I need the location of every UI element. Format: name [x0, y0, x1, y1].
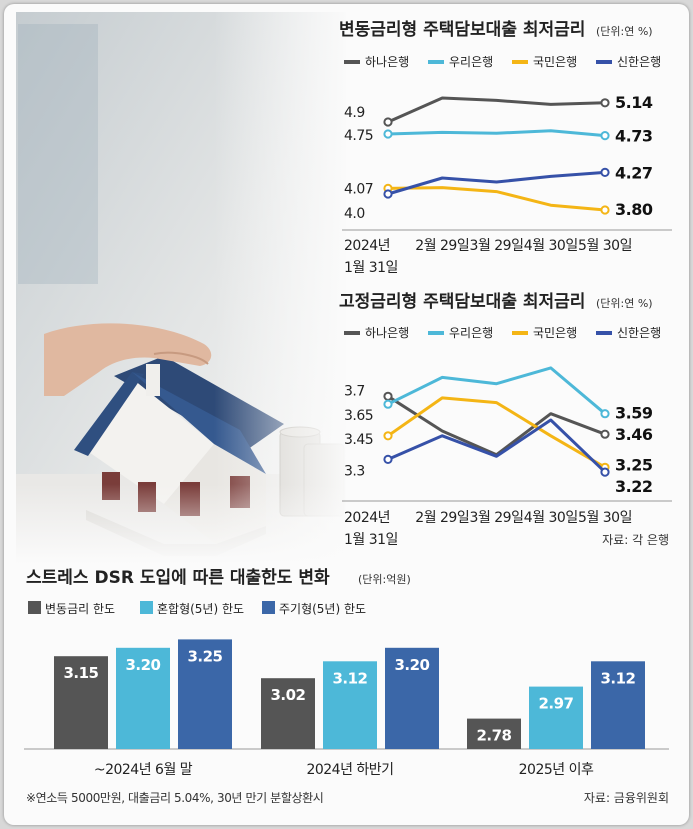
bar	[591, 661, 645, 749]
x-tick-label: 2024년	[344, 510, 390, 526]
series-point	[600, 131, 610, 141]
end-value-label: 5.14	[615, 93, 653, 112]
series-line	[387, 170, 606, 196]
legend-swatch	[140, 601, 153, 614]
bar-value-label: 3.20	[125, 656, 160, 674]
legend-label: 신한은행	[617, 325, 661, 340]
end-value-label: 3.59	[615, 404, 653, 423]
series-point	[383, 431, 393, 441]
series-point	[600, 205, 610, 215]
legend-label: 혼합형(5년) 한도	[157, 602, 244, 616]
source-note: 자료: 금융위원회	[584, 791, 669, 805]
bar	[467, 718, 521, 749]
bar	[261, 678, 315, 749]
bar	[54, 656, 108, 749]
legend-label: 국민은행	[533, 325, 577, 340]
series-point	[383, 399, 393, 409]
legend-label: 하나은행	[365, 54, 409, 69]
legend-label: 우리은행	[449, 54, 493, 69]
fixed-rate-chart: 고정금리형 주택담보대출 최저금리 (단위:연 %) 하나은행 우리은행 국민은행 신한은…	[339, 291, 672, 548]
start-value-label: 4.9	[344, 105, 365, 121]
series-line	[387, 396, 606, 469]
chart-unit: (단위:억원)	[358, 573, 411, 586]
series-point	[383, 391, 393, 401]
x-tick-label: 1월 31일	[344, 532, 398, 548]
x-tick-label: 5월 30일	[578, 510, 632, 526]
series-line	[387, 96, 606, 124]
footnote: ※연소득 5000만원, 대출금리 5.04%, 30년 만기 분할상환시	[26, 791, 323, 805]
start-value-label: 4.0	[344, 206, 365, 222]
legend-label: 변동금리 한도	[45, 602, 115, 616]
series-point	[383, 129, 393, 139]
legend-label: 우리은행	[449, 325, 493, 340]
bar	[323, 661, 377, 749]
start-value-label: 3.3	[344, 463, 365, 479]
end-value-label: 3.46	[615, 425, 653, 444]
x-tick-label: 5월 30일	[578, 238, 632, 254]
x-tick-label: 2024년	[344, 238, 390, 254]
series-line	[387, 366, 606, 415]
end-value-label: 3.25	[615, 455, 653, 474]
series-point	[600, 429, 610, 439]
chart-title: 스트레스 DSR 도입에 따른 대출한도 변화	[26, 568, 330, 588]
series-line	[387, 129, 606, 138]
infographic: 변동금리형 주택담보대출 최저금리 (단위:연 %) 하나은행 우리은행 국민은행 신한은…	[4, 4, 689, 825]
series-line	[387, 418, 607, 474]
x-tick-label: 1월 31일	[344, 260, 398, 276]
series-point	[600, 167, 610, 177]
start-value-label: 3.7	[344, 383, 365, 399]
x-tick-label: 3월 29일	[470, 510, 524, 526]
legend-swatch	[28, 601, 41, 614]
start-value-label: 4.75	[344, 128, 373, 144]
source-note: 자료: 각 은행	[602, 532, 669, 547]
end-value-label: 3.22	[615, 477, 652, 496]
bar-value-label: 2.78	[476, 727, 511, 745]
bar-value-label: 3.12	[600, 669, 635, 687]
series-line	[387, 186, 606, 212]
variable-rate-chart: 변동금리형 주택담보대출 최저금리 (단위:연 %) 하나은행 우리은행 국민은행 신한은…	[339, 19, 672, 276]
bar	[116, 647, 170, 749]
bar-value-label: 3.02	[270, 686, 305, 704]
x-category-label: 2025년 이후	[519, 762, 594, 778]
chart-title: 변동금리형 주택담보대출 최저금리	[339, 19, 585, 40]
bar-value-label: 3.20	[394, 656, 429, 674]
series-point	[383, 189, 393, 199]
bar	[178, 639, 232, 749]
legend-label: 신한은행	[617, 54, 661, 69]
start-value-label: 4.07	[344, 181, 373, 197]
start-value-label: 3.45	[344, 432, 373, 448]
x-tick-label: 3월 29일	[470, 238, 524, 254]
bar-value-label: 3.25	[187, 647, 222, 665]
bar-value-label: 3.12	[332, 669, 367, 687]
bar	[385, 647, 439, 749]
x-tick-label: 2월 29일	[415, 510, 469, 526]
legend-label: 주기형(5년) 한도	[279, 602, 366, 616]
series-point	[600, 98, 610, 108]
x-category-label: ~2024년 6월 말	[94, 762, 193, 778]
series-point	[600, 467, 610, 477]
x-tick-label: 4월 30일	[524, 238, 578, 254]
series-point	[600, 409, 610, 419]
end-value-label: 4.27	[615, 163, 652, 182]
end-value-label: 3.80	[615, 200, 653, 219]
chart-unit: (단위:연 %)	[596, 25, 653, 38]
bar-value-label: 3.15	[63, 664, 98, 682]
bar-value-label: 2.97	[538, 695, 573, 713]
bar	[529, 686, 583, 749]
series-point	[383, 117, 393, 127]
x-tick-label: 4월 30일	[524, 510, 578, 526]
x-category-label: 2024년 하반기	[306, 762, 393, 778]
infographic-canvas: 변동금리형 주택담보대출 최저금리 (단위:연 %)하나은행 우리은행 국민은행 신한은…	[16, 12, 672, 805]
start-value-label: 3.65	[344, 408, 373, 424]
series-point	[383, 454, 393, 464]
legend-label: 하나은행	[365, 325, 409, 340]
legend-label: 국민은행	[533, 54, 577, 69]
house-photo	[16, 12, 346, 564]
x-tick-label: 2월 29일	[415, 238, 469, 254]
loan-limit-bar-chart: 스트레스 DSR 도입에 따른 대출한도 변화 (단위:억원) 변동금리 한도 혼합형…	[24, 568, 669, 805]
chart-title: 고정금리형 주택담보대출 최저금리	[339, 291, 585, 312]
legend-swatch	[262, 601, 275, 614]
chart-unit: (단위:연 %)	[596, 297, 653, 310]
end-value-label: 4.73	[615, 127, 652, 146]
